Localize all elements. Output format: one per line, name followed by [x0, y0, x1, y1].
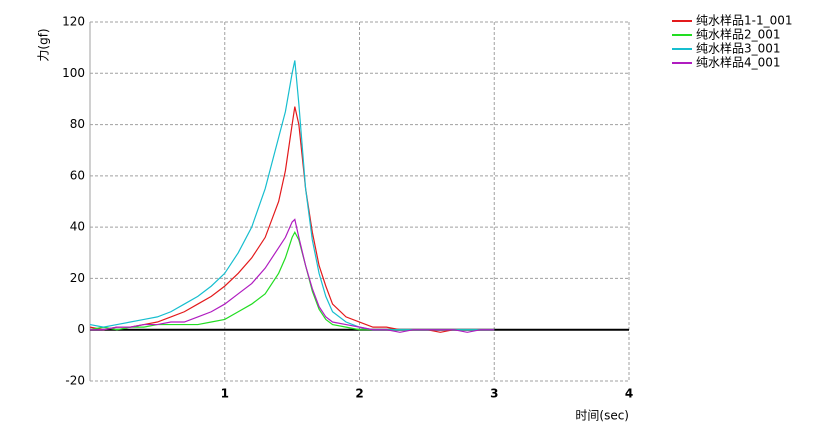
legend-label: 纯水样品3_001: [696, 41, 781, 56]
series-line: [89, 230, 495, 331]
legend-label: 纯水样品1-1_001: [696, 13, 793, 28]
legend-label: 纯水样品4_001: [696, 55, 781, 70]
y-tick-label: 0: [77, 322, 85, 336]
y-tick-label: 120: [62, 15, 85, 29]
y-tick-label: 80: [70, 117, 85, 131]
x-tick-label: 1: [221, 387, 229, 401]
y-tick-label: 60: [70, 168, 85, 182]
y-tick-label: 40: [70, 220, 85, 234]
y-axis-label: 力(gf): [37, 28, 51, 61]
x-tick-label: 2: [355, 387, 363, 401]
x-tick-label: 4: [625, 387, 633, 401]
series-line: [90, 218, 495, 333]
x-tick-label: 3: [490, 387, 498, 401]
y-tick-label: -20: [65, 374, 85, 388]
legend-label: 纯水样品2_001: [696, 27, 781, 42]
y-tick-label: 20: [70, 271, 85, 285]
series-line: [89, 106, 495, 333]
x-axis-label: 时间(sec): [575, 409, 629, 423]
y-tick-label: 100: [62, 66, 85, 80]
series-line: [89, 60, 495, 331]
